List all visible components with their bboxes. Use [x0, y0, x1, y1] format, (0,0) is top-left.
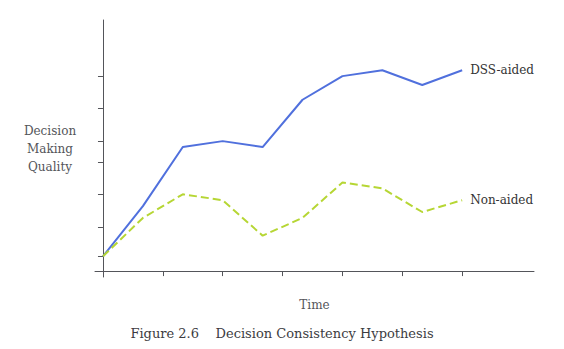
svg-text:DSS-aided: DSS-aided	[470, 63, 534, 77]
svg-text:Non-aided: Non-aided	[470, 193, 533, 207]
svg-text:Making: Making	[27, 142, 73, 156]
svg-text:Figure 2.6 Decision Consist: Figure 2.6 Decision Consistency Hypothes…	[130, 326, 433, 341]
svg-text:Decision: Decision	[24, 124, 77, 138]
svg-text:Time: Time	[299, 298, 329, 312]
svg-text:Quality: Quality	[28, 160, 72, 174]
